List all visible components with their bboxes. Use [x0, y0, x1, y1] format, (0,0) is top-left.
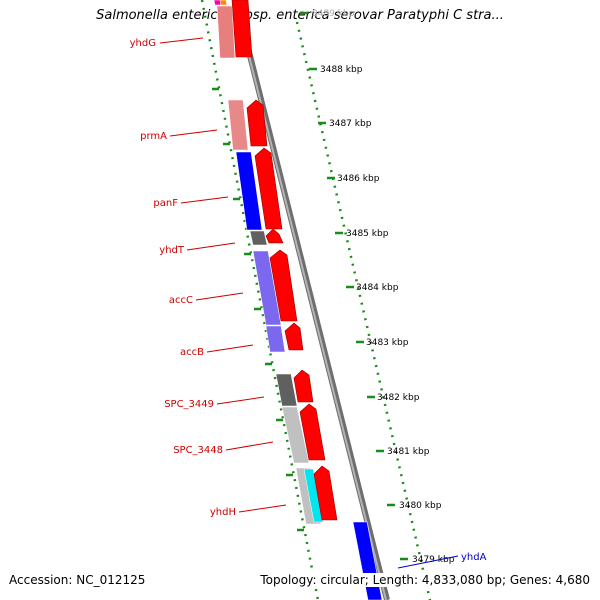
kbp-label-3489: 3489 kbp	[312, 9, 355, 19]
leader-prmA	[169, 129, 218, 137]
outer-ruler-ticks	[300, 11, 408, 561]
gene-label-yhdA[interactable]: yhdA	[461, 552, 487, 563]
outer-dotted-ruler	[295, 21, 432, 600]
kbp-label-3479: 3479 kbp	[412, 555, 455, 565]
gene-label-yhdH[interactable]: yhdH	[210, 507, 236, 518]
gene-label-SPC_3448[interactable]: SPC_3448	[173, 445, 223, 456]
gene-boxes	[213, 0, 383, 600]
map-title: Salmonella enterica subsp. enterica sero…	[96, 8, 504, 23]
gene-label-prmA[interactable]: prmA	[140, 131, 167, 142]
arrow-accB[interactable]	[284, 322, 304, 351]
gene-label-SPC_3449[interactable]: SPC_3449	[164, 399, 214, 410]
arrow-SPC_3448[interactable]	[299, 403, 326, 461]
gene-label-panF[interactable]: panF	[153, 198, 178, 209]
kbp-label-3484: 3484 kbp	[356, 283, 399, 293]
kbp-label-3488: 3488 kbp	[320, 65, 363, 75]
leader-SPC_3449	[216, 396, 265, 405]
accession-text: Accession: NC_012125	[9, 573, 146, 587]
leader-SPC_3448	[225, 441, 274, 451]
genome-summary-text: Topology: circular; Length: 4,833,080 bp…	[260, 573, 590, 587]
kbp-label-3482: 3482 kbp	[377, 393, 420, 403]
arrow-prmA[interactable]	[246, 99, 268, 147]
inner-ruler-ticks	[212, 87, 304, 532]
leader-yhdA	[397, 555, 459, 569]
leader-accC	[195, 292, 244, 301]
gene-label-yhdT[interactable]: yhdT	[159, 245, 185, 256]
gene-box-accB[interactable]	[265, 325, 286, 353]
gene-label-yhdG[interactable]: yhdG	[130, 38, 156, 49]
gene-box-prmA[interactable]	[227, 99, 249, 151]
inner-dotted-ruler	[200, 0, 320, 600]
backbone-line	[233, 0, 390, 600]
gene-box-yhdT[interactable]	[249, 230, 268, 246]
kbp-label-3487: 3487 kbp	[329, 119, 372, 129]
arrow-yhdT[interactable]	[265, 228, 284, 244]
gene-label-accB[interactable]: accB	[180, 347, 204, 358]
gene-box-SPC_3448[interactable]	[281, 406, 310, 464]
forward-arrows	[231, 0, 338, 521]
leader-yhdH	[238, 504, 287, 513]
gene-box-panF[interactable]	[235, 151, 263, 231]
leader-yhdG	[159, 37, 204, 44]
arrow-yhdG[interactable]	[231, 0, 253, 58]
kbp-label-3486: 3486 kbp	[337, 174, 380, 184]
arrow-SPC_3449[interactable]	[293, 369, 314, 403]
kbp-label-3481: 3481 kbp	[387, 447, 430, 457]
leader-accB	[206, 344, 254, 353]
leader-yhdT	[186, 242, 236, 251]
arrow-panF[interactable]	[254, 147, 283, 230]
gene-label-accC[interactable]: accC	[169, 295, 193, 306]
gene-box-SPC_3449[interactable]	[275, 373, 298, 407]
kbp-label-3483: 3483 kbp	[366, 338, 409, 348]
kbp-label-3485: 3485 kbp	[346, 229, 389, 239]
gene-box-yhdG[interactable]	[216, 5, 236, 59]
arrow-accC[interactable]	[269, 249, 298, 322]
leader-panF	[180, 196, 229, 204]
gene-box-yhdH-cyan[interactable]	[303, 468, 324, 523]
arrow-yhdH[interactable]	[313, 465, 338, 521]
kbp-label-3480: 3480 kbp	[399, 501, 442, 511]
gene-box-top-stub-2[interactable]	[219, 0, 228, 6]
gene-box-accC[interactable]	[252, 250, 282, 326]
